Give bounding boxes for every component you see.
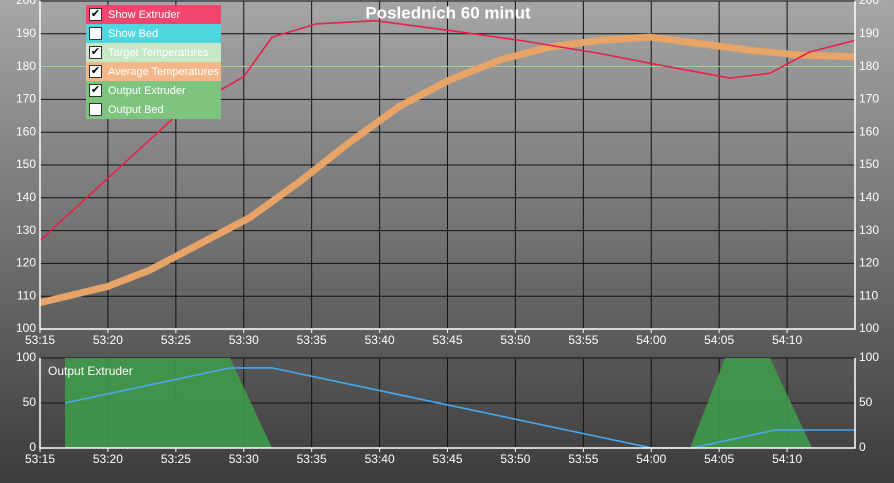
checkbox[interactable] <box>89 27 102 40</box>
y-tick-label: 140 <box>16 190 36 204</box>
checkbox[interactable] <box>89 103 102 116</box>
y-tick-label: 140 <box>859 190 879 204</box>
y-tick-label: 200 <box>16 0 36 7</box>
y-tick-label: 50 <box>23 395 37 409</box>
chart-title: Output Extruder <box>48 364 133 378</box>
x-tick-label: 54:00 <box>636 452 666 466</box>
y-tick-label: 50 <box>859 395 873 409</box>
x-tick-label: 53:25 <box>161 452 191 466</box>
x-tick-label: 53:55 <box>568 333 598 347</box>
legend-label: Average Temperatures <box>108 65 219 78</box>
x-tick-label: 53:40 <box>365 452 395 466</box>
legend-item[interactable]: Show Bed <box>86 24 221 43</box>
y-tick-label: 0 <box>29 440 36 454</box>
y-tick-label: 180 <box>859 59 879 73</box>
y-tick-label: 150 <box>859 157 879 171</box>
axis <box>39 358 856 449</box>
y-tick-label: 130 <box>859 223 879 237</box>
legend: ✔ Show Extruder Show Bed ✔ Target Temperatur… <box>86 5 221 119</box>
y-tick-label: 150 <box>16 157 36 171</box>
x-tick-label: 53:15 <box>25 333 55 347</box>
y-tick-label: 170 <box>16 92 36 106</box>
legend-item[interactable]: ✔ Average Temperatures <box>86 62 221 81</box>
x-tick-label: 53:30 <box>229 452 259 466</box>
x-tick-label: 54:05 <box>704 333 734 347</box>
legend-label: Show Extruder <box>108 8 181 21</box>
legend-item[interactable]: ✔ Target Temperatures <box>86 43 221 62</box>
x-tick-label: 53:20 <box>93 333 123 347</box>
y-tick-label: 100 <box>16 321 36 335</box>
axis <box>39 1 856 330</box>
x-tick-label: 53:35 <box>297 333 327 347</box>
y-tick-label: 170 <box>859 92 879 106</box>
line <box>39 33 856 307</box>
legend-label: Output Extruder <box>108 84 186 97</box>
y-tick-label: 100 <box>859 350 879 364</box>
legend-item[interactable]: ✔ Show Extruder <box>86 5 221 24</box>
chart-title: Posledních 60 minut <box>365 3 531 22</box>
x-tick-label: 53:55 <box>568 452 598 466</box>
legend-label: Show Bed <box>108 27 159 40</box>
x-tick-label: 54:10 <box>772 452 802 466</box>
x-tick-label: 53:25 <box>161 333 191 347</box>
y-tick-label: 180 <box>16 59 36 73</box>
x-tick-label: 53:20 <box>93 452 123 466</box>
y-tick-label: 160 <box>16 124 36 138</box>
x-tick-label: 54:10 <box>772 333 802 347</box>
x-tick-label: 53:45 <box>432 333 462 347</box>
y-tick-label: 100 <box>16 350 36 364</box>
checkbox[interactable]: ✔ <box>89 84 102 97</box>
legend-item[interactable]: Output Bed <box>86 100 221 119</box>
y-tick-label: 120 <box>16 256 36 270</box>
legend-label: Target Temperatures <box>108 46 209 59</box>
y-tick-label: 110 <box>17 288 36 302</box>
y-tick-label: 0 <box>859 440 866 454</box>
x-tick-label: 54:05 <box>704 452 734 466</box>
x-tick-label: 53:50 <box>500 333 530 347</box>
x-tick-label: 53:35 <box>297 452 327 466</box>
y-tick-label: 100 <box>859 321 879 335</box>
x-tick-label: 53:30 <box>229 333 259 347</box>
x-tick-label: 53:45 <box>432 452 462 466</box>
x-tick-label: 54:00 <box>636 333 666 347</box>
legend-label: Output Bed <box>108 103 164 116</box>
y-tick-label: 160 <box>859 124 879 138</box>
y-tick-label: 200 <box>859 0 879 7</box>
area <box>65 358 813 448</box>
y-tick-label: 130 <box>16 223 36 237</box>
legend-item[interactable]: ✔ Output Extruder <box>86 81 221 100</box>
y-tick-label: 110 <box>859 288 878 302</box>
checkbox[interactable]: ✔ <box>89 46 102 59</box>
checkbox[interactable]: ✔ <box>89 8 102 21</box>
x-tick-label: 53:40 <box>365 333 395 347</box>
y-tick-label: 190 <box>16 26 36 40</box>
y-tick-label: 190 <box>859 26 879 40</box>
checkbox[interactable]: ✔ <box>89 65 102 78</box>
y-tick-label: 120 <box>859 256 879 270</box>
x-tick-label: 53:50 <box>500 452 530 466</box>
x-tick-label: 53:15 <box>25 452 55 466</box>
